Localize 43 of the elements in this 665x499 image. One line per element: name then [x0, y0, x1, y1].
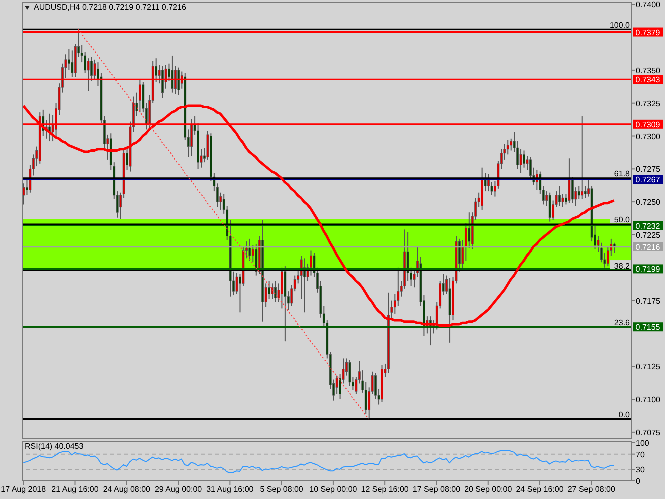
x-tick-label: 17 Aug 2018: [1, 485, 47, 494]
annotation: 50.0: [614, 216, 631, 225]
y-tick-label: 0.7325: [636, 99, 662, 108]
x-tick-label: 17 Sep 08:00: [412, 485, 462, 494]
y-tick-label: 0.7350: [636, 66, 662, 76]
y-tick-label: 0: [636, 477, 641, 486]
annotation: 38.2: [614, 262, 631, 271]
y-tick-label: 0.7125: [636, 362, 662, 372]
chart-title: AUDUSD,H4 0.7218 0.7219 0.7211 0.7216: [34, 3, 186, 13]
y-tick-label: 0.7400: [636, 0, 662, 10]
chart-title: RSI(14) 40.0453: [25, 442, 84, 452]
y-tick-label: 0.7225: [636, 230, 662, 240]
y-tick-label: 0.7075: [636, 428, 662, 438]
y-tick-label: 0.7300: [636, 132, 662, 142]
y-tick-label: 0.7100: [636, 396, 662, 405]
y-tick-label: 70: [636, 450, 646, 460]
x-tick-label: 5 Sep 08:00: [260, 485, 304, 494]
ref-line-label: 0.7155: [636, 323, 661, 332]
x-tick-label: 24 Sep 16:00: [516, 485, 564, 494]
annotation: 0.0: [618, 410, 631, 420]
x-tick-label: 31 Aug 16:00: [206, 485, 254, 494]
x-tick-label: 12 Sep 16:00: [361, 485, 410, 494]
ref-line-label: 0.7216: [636, 242, 661, 252]
y-tick-label: 30: [636, 466, 646, 475]
annotation: 61.8: [614, 170, 631, 179]
annotation: 100.0: [610, 20, 631, 30]
y-tick-label: 0.7250: [636, 198, 662, 208]
x-tick-label: 20 Sep 00:00: [464, 485, 513, 494]
ref-line-label: 0.7343: [636, 76, 661, 85]
x-tick-label: 10 Sep 00:00: [310, 485, 358, 494]
ref-line-label: 0.7379: [636, 28, 661, 38]
x-tick-label: 24 Aug 08:00: [103, 485, 152, 494]
y-tick-label: 100: [636, 438, 650, 448]
annotation: 23.6: [614, 318, 631, 328]
x-tick-label: 29 Aug 00:00: [154, 485, 203, 494]
x-tick-label: 21 Aug 16:00: [52, 485, 100, 494]
y-tick-label: 0.7175: [636, 296, 662, 306]
x-tick-label: 27 Sep 08:00: [568, 485, 616, 494]
ref-line-label: 0.7199: [636, 265, 661, 274]
ref-line-label: 0.7232: [636, 222, 661, 231]
ref-line-label: 0.7267: [636, 176, 661, 185]
ref-line-label: 0.7309: [636, 120, 661, 130]
y-tick-label: 0.7275: [636, 165, 662, 174]
